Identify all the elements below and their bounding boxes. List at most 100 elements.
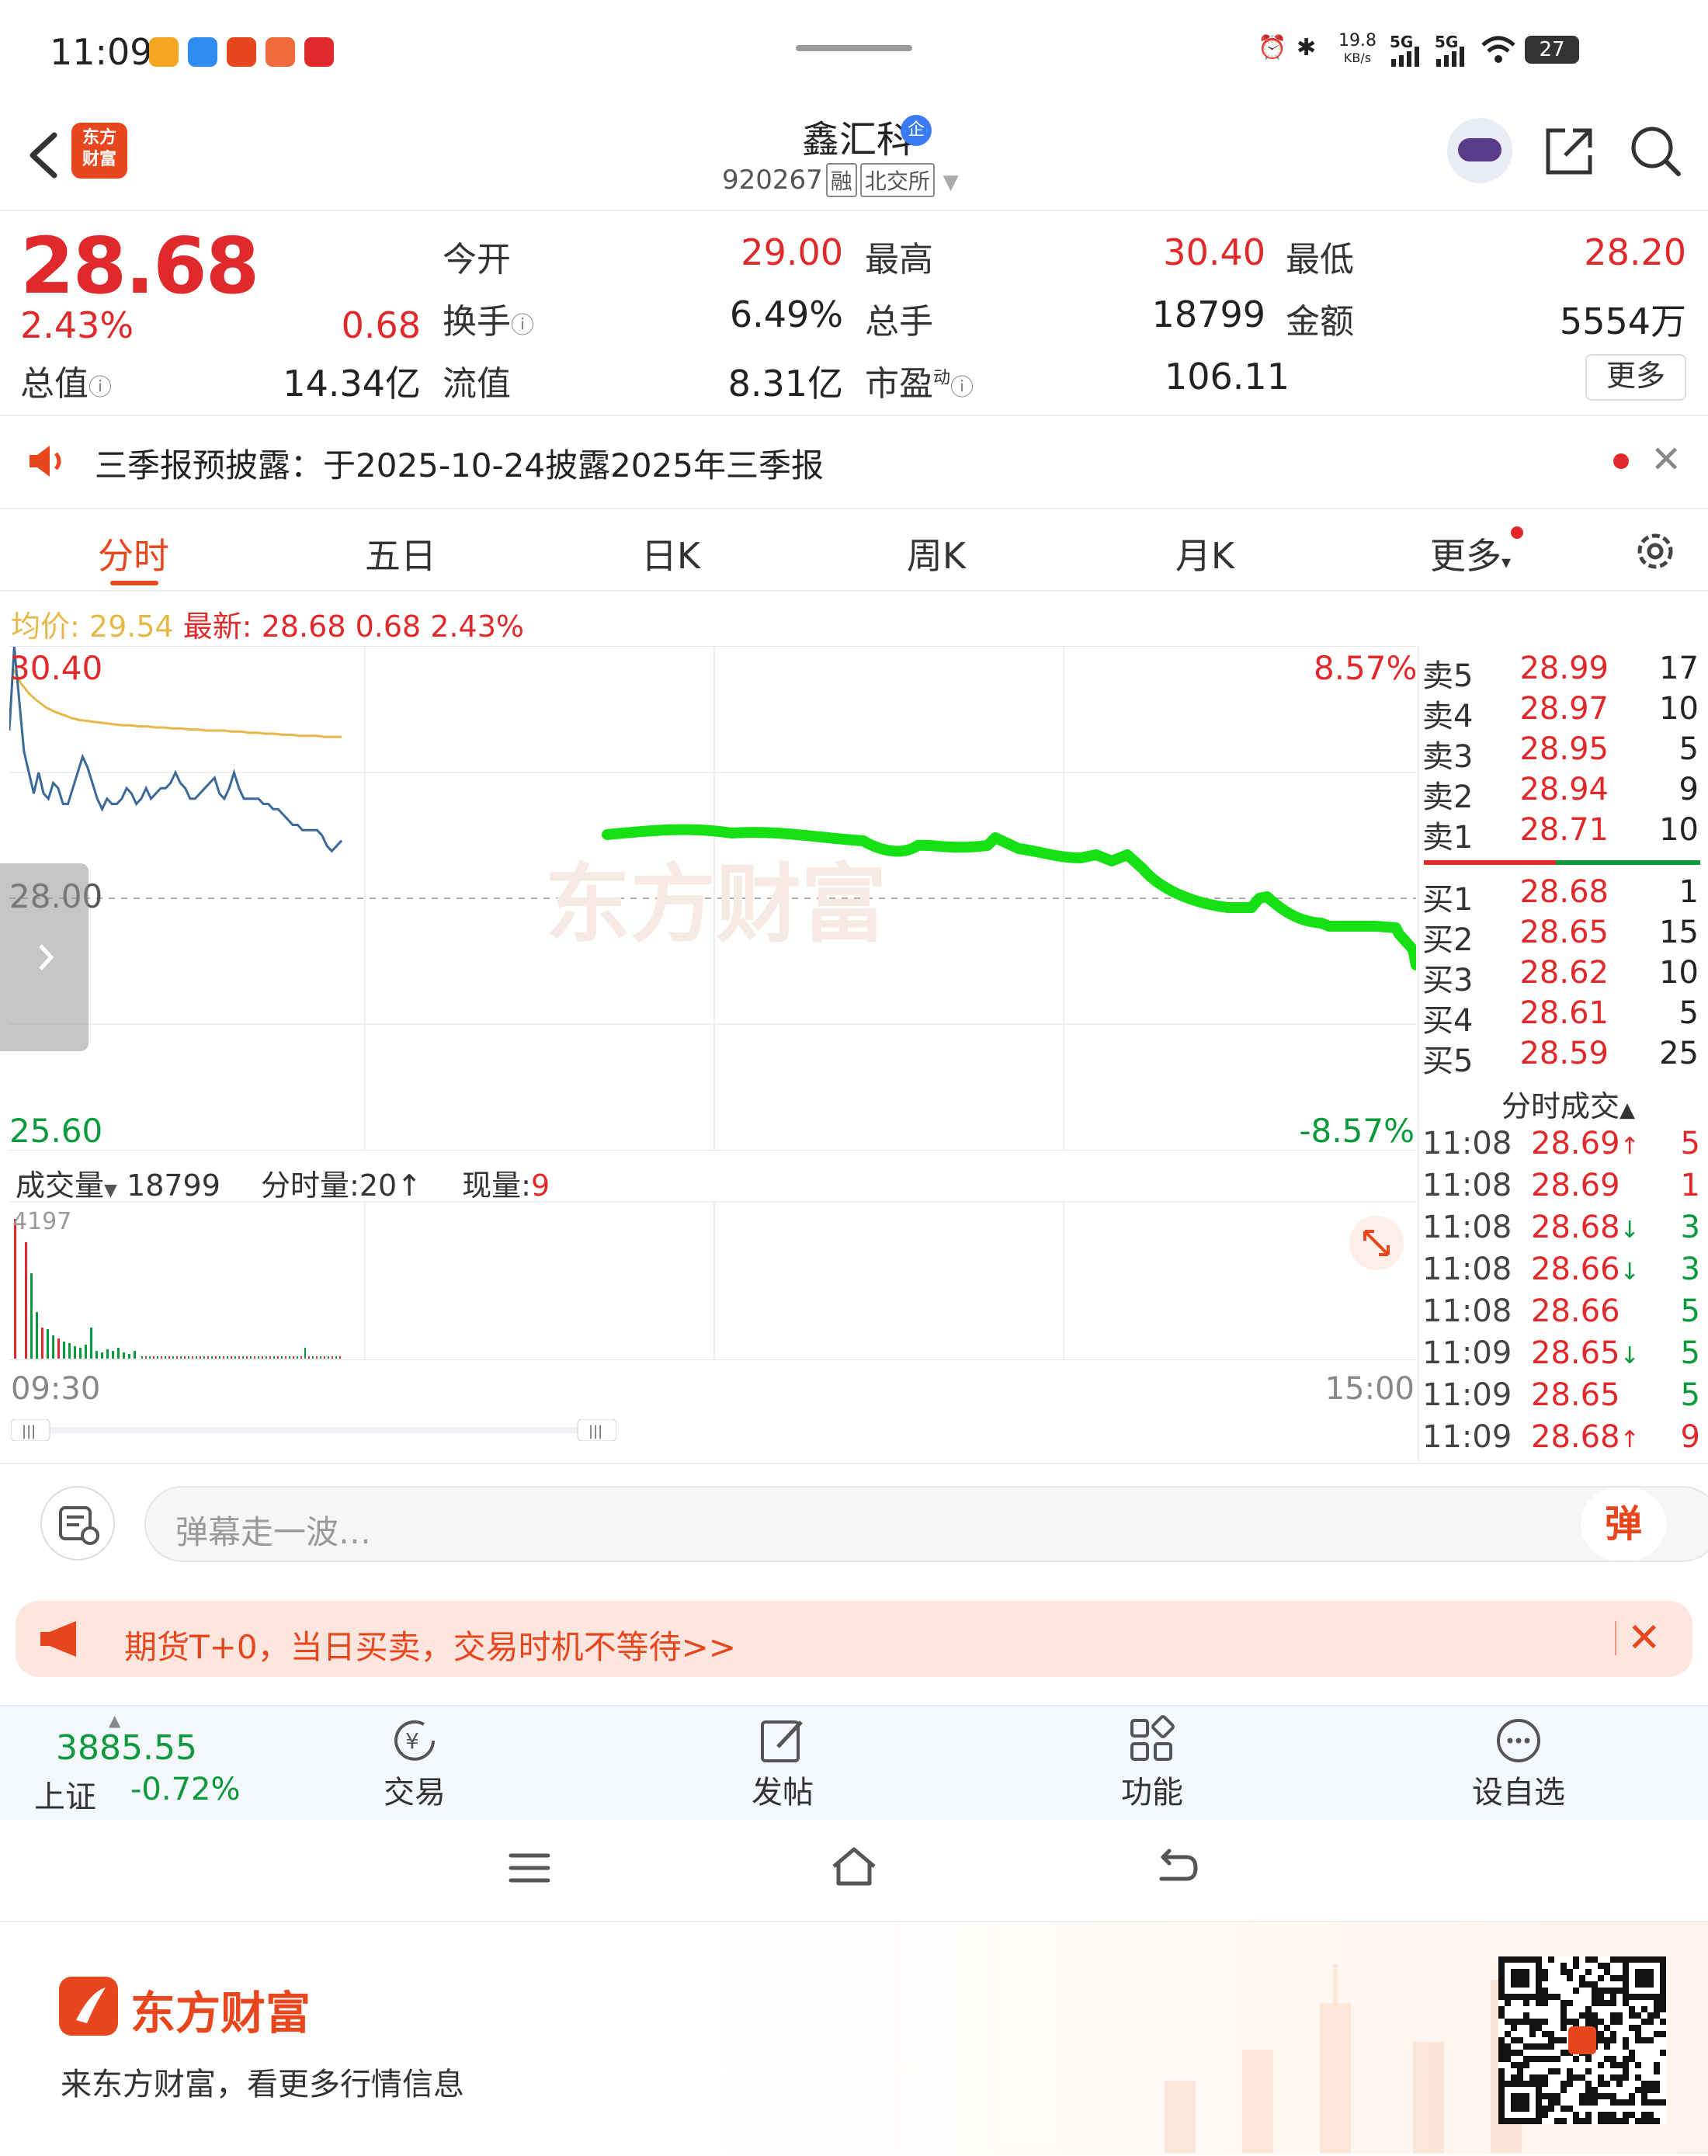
stock-code-line: 920267 融北交所 ▼ bbox=[722, 163, 959, 197]
qr-code[interactable] bbox=[1498, 1956, 1666, 2124]
x-axis-start: 09:30 bbox=[11, 1371, 101, 1407]
info-icon[interactable]: ⓘ bbox=[511, 312, 534, 339]
danmu-input[interactable] bbox=[144, 1486, 1708, 1562]
orderbook-row[interactable]: 卖1 28.71 10 bbox=[1422, 812, 1702, 856]
turnover-label[interactable]: 换手ⓘ bbox=[443, 302, 534, 342]
volume-bar bbox=[180, 1356, 182, 1359]
intraday-chart[interactable]: 东方财富 bbox=[8, 646, 1422, 1151]
low-value: 28.20 bbox=[1584, 231, 1686, 273]
volume-max-label: 4197 bbox=[12, 1208, 72, 1235]
orderbook-row[interactable]: 卖3 28.95 5 bbox=[1422, 731, 1702, 775]
chevron-down-icon[interactable]: ▼ bbox=[104, 1181, 117, 1200]
notice-bar[interactable] bbox=[0, 416, 1708, 509]
nav-add-watchlist[interactable]: 设自选 bbox=[1472, 1775, 1565, 1811]
share-icon[interactable] bbox=[1542, 124, 1596, 179]
expand-chart-icon[interactable] bbox=[1349, 1216, 1404, 1270]
orderbook-row[interactable]: 卖2 28.94 9 bbox=[1422, 772, 1702, 815]
mktcap-value: 14.34亿 bbox=[283, 363, 421, 404]
index-value[interactable]: 3885.55 bbox=[56, 1728, 197, 1768]
mktcap-label[interactable]: 总值ⓘ bbox=[20, 364, 112, 404]
index-change[interactable]: -0.72% bbox=[130, 1772, 241, 1807]
stock-header bbox=[0, 101, 1708, 211]
volume-bar bbox=[281, 1356, 283, 1359]
speaker-icon bbox=[26, 441, 70, 481]
orderbook-row[interactable]: 买3 28.62 10 bbox=[1422, 955, 1702, 998]
app-notification-icon bbox=[304, 37, 334, 67]
chevron-up-icon[interactable]: ▲ bbox=[109, 1711, 121, 1730]
volume-bar bbox=[293, 1356, 294, 1359]
volume-bar bbox=[117, 1348, 120, 1359]
volume-bar bbox=[211, 1356, 213, 1359]
volume-bar bbox=[308, 1356, 310, 1359]
volume-chart-svg bbox=[9, 1201, 1416, 1363]
notice-text[interactable]: 三季报预披露：于2025-10-24披露2025年三季报 bbox=[95, 446, 824, 484]
volume-selector[interactable]: 成交量 bbox=[16, 1168, 105, 1203]
nav-functions[interactable]: 功能 bbox=[1121, 1775, 1183, 1811]
info-icon[interactable]: ⓘ bbox=[950, 374, 974, 401]
orderbook-row[interactable]: 卖5 28.99 17 bbox=[1422, 651, 1702, 694]
pe-label[interactable]: 市盈动ⓘ bbox=[865, 364, 974, 404]
chevron-down-icon[interactable]: ▼ bbox=[943, 171, 959, 194]
ticks-title[interactable]: 分时成交▲ bbox=[1501, 1089, 1636, 1123]
tick-price: 28.65↓ bbox=[1531, 1335, 1640, 1371]
y-axis-bottom: 25.60 bbox=[9, 1112, 103, 1150]
tab-active-indicator bbox=[110, 581, 158, 585]
amount-label: 金额 bbox=[1286, 302, 1354, 342]
functions-icon[interactable] bbox=[1124, 1713, 1180, 1769]
danmu-settings-icon[interactable] bbox=[40, 1486, 115, 1561]
trade-icon[interactable]: ¥ bbox=[387, 1713, 443, 1769]
drag-handle[interactable] bbox=[796, 45, 912, 51]
range-scrollbar[interactable]: ||| ||| bbox=[10, 1418, 617, 1442]
menu-icon[interactable] bbox=[505, 1848, 554, 1888]
tick-row: 11:08 28.69 1 bbox=[1422, 1168, 1702, 1210]
orderbook-row[interactable]: 买1 28.68 1 bbox=[1422, 874, 1702, 918]
settings-gear-icon[interactable] bbox=[1630, 526, 1680, 576]
volume-bar bbox=[234, 1356, 236, 1359]
volume-bar bbox=[14, 1219, 16, 1359]
volume-bar bbox=[273, 1356, 275, 1359]
home-icon[interactable] bbox=[828, 1843, 880, 1890]
watermark: 东方财富 bbox=[545, 857, 887, 953]
orderbook-row[interactable]: 买5 28.59 25 bbox=[1422, 1036, 1702, 1079]
tab-daily-k[interactable]: 日K bbox=[640, 535, 701, 577]
quote-more-button[interactable]: 更多 bbox=[1585, 354, 1686, 401]
tab-weekly-k[interactable]: 周K bbox=[906, 535, 967, 577]
volume-bar bbox=[238, 1356, 240, 1359]
nav-post[interactable]: 发帖 bbox=[752, 1775, 814, 1811]
index-name[interactable]: 上证 bbox=[34, 1779, 96, 1815]
more-options-icon[interactable] bbox=[1491, 1713, 1547, 1769]
close-notice-icon[interactable]: ✕ bbox=[1651, 438, 1682, 481]
back-icon[interactable] bbox=[22, 124, 65, 186]
search-icon[interactable] bbox=[1629, 124, 1683, 179]
post-icon[interactable] bbox=[755, 1713, 811, 1769]
volume-bar bbox=[215, 1356, 217, 1359]
side-panel-toggle[interactable] bbox=[0, 863, 89, 1051]
nav-trade[interactable]: 交易 bbox=[384, 1775, 446, 1811]
volume-bar bbox=[200, 1356, 201, 1359]
volume-bar bbox=[304, 1348, 306, 1359]
tab-intraday[interactable]: 分时 bbox=[98, 535, 169, 577]
back-nav-icon[interactable] bbox=[1152, 1845, 1202, 1888]
volume-bar bbox=[188, 1356, 189, 1359]
tick-row: 11:08 28.66 5 bbox=[1422, 1293, 1702, 1335]
quote-panel bbox=[0, 211, 1708, 416]
volume-chart[interactable] bbox=[9, 1151, 1416, 1363]
info-icon[interactable]: ⓘ bbox=[89, 374, 112, 401]
orderbook-row[interactable]: 买2 28.65 15 bbox=[1422, 915, 1702, 958]
tab-more[interactable]: 更多▾ bbox=[1429, 535, 1512, 577]
danmu-send-button[interactable]: 弹 bbox=[1581, 1488, 1666, 1561]
level-label: 卖2 bbox=[1422, 779, 1474, 815]
tab-monthly-k[interactable]: 月K bbox=[1175, 535, 1235, 577]
promo-banner[interactable] bbox=[16, 1601, 1692, 1677]
orderbook-row[interactable]: 卖4 28.97 10 bbox=[1422, 691, 1702, 734]
tab-five-day[interactable]: 五日 bbox=[365, 535, 436, 577]
volume-bar bbox=[219, 1356, 220, 1359]
status-time: 11:09 bbox=[50, 31, 153, 73]
tag-margin: 融 bbox=[825, 163, 857, 197]
amount-value: 5554万 bbox=[1559, 300, 1686, 342]
orderbook-row[interactable]: 买4 28.61 5 bbox=[1422, 995, 1702, 1039]
level-label: 买3 bbox=[1422, 963, 1474, 998]
level-price: 28.95 bbox=[1519, 731, 1609, 767]
close-promo-icon[interactable]: ✕ bbox=[1627, 1615, 1661, 1661]
promo-text[interactable]: 期货T+0，当日买卖，交易时机不等待>> bbox=[124, 1628, 736, 1666]
